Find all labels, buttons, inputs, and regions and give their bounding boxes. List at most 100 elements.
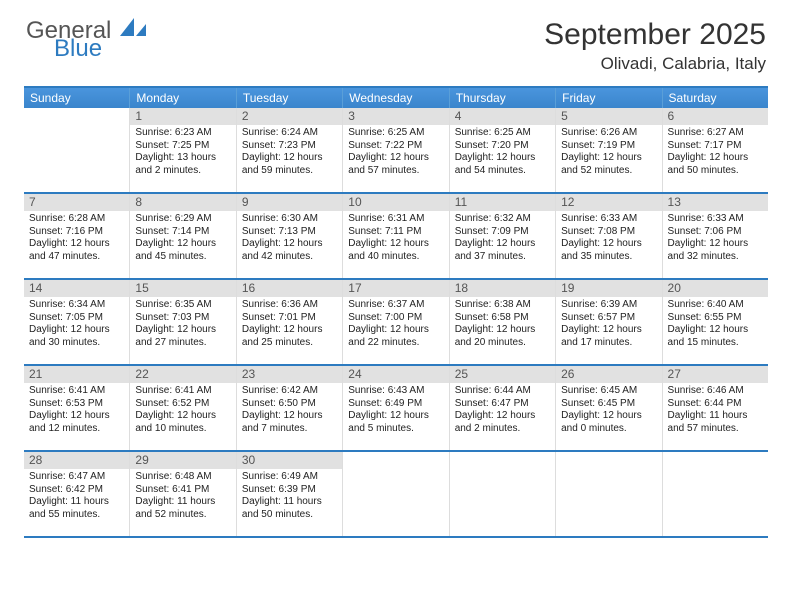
logo-text-blue: Blue (54, 37, 146, 61)
day-number: 12 (556, 194, 661, 211)
sunset-text: Sunset: 6:45 PM (561, 398, 656, 411)
sunrise-text: Sunrise: 6:37 AM (348, 299, 443, 312)
day-body: Sunrise: 6:43 AMSunset: 6:49 PMDaylight:… (343, 383, 448, 439)
daylight-text: and 7 minutes. (242, 423, 337, 436)
sunrise-text: Sunrise: 6:42 AM (242, 385, 337, 398)
sunset-text: Sunset: 7:09 PM (455, 226, 550, 239)
day-cell: 30Sunrise: 6:49 AMSunset: 6:39 PMDayligh… (237, 452, 343, 536)
day-cell: 15Sunrise: 6:35 AMSunset: 7:03 PMDayligh… (130, 280, 236, 364)
daylight-text: Daylight: 12 hours (242, 238, 337, 251)
daylight-text: and 37 minutes. (455, 251, 550, 264)
day-number: 24 (343, 366, 448, 383)
daylight-text: and 25 minutes. (242, 337, 337, 350)
daylight-text: and 15 minutes. (668, 337, 763, 350)
sunset-text: Sunset: 7:20 PM (455, 140, 550, 153)
daylight-text: Daylight: 12 hours (561, 152, 656, 165)
day-number: 15 (130, 280, 235, 297)
day-cell: 12Sunrise: 6:33 AMSunset: 7:08 PMDayligh… (556, 194, 662, 278)
day-cell: 29Sunrise: 6:48 AMSunset: 6:41 PMDayligh… (130, 452, 236, 536)
day-number: 21 (24, 366, 129, 383)
daylight-text: Daylight: 12 hours (348, 324, 443, 337)
sunset-text: Sunset: 6:47 PM (455, 398, 550, 411)
day-cell: 4Sunrise: 6:25 AMSunset: 7:20 PMDaylight… (450, 108, 556, 192)
sunrise-text: Sunrise: 6:35 AM (135, 299, 230, 312)
day-number: 4 (450, 108, 555, 125)
week-row: 14Sunrise: 6:34 AMSunset: 7:05 PMDayligh… (24, 280, 768, 366)
daylight-text: and 54 minutes. (455, 165, 550, 178)
day-body: Sunrise: 6:32 AMSunset: 7:09 PMDaylight:… (450, 211, 555, 267)
days-of-week-row: Sunday Monday Tuesday Wednesday Thursday… (24, 88, 768, 108)
daylight-text: Daylight: 12 hours (242, 410, 337, 423)
daylight-text: and 10 minutes. (135, 423, 230, 436)
day-number: 8 (130, 194, 235, 211)
daylight-text: and 17 minutes. (561, 337, 656, 350)
sunrise-text: Sunrise: 6:25 AM (348, 127, 443, 140)
daylight-text: Daylight: 11 hours (135, 496, 230, 509)
sunset-text: Sunset: 6:42 PM (29, 484, 124, 497)
sunrise-text: Sunrise: 6:32 AM (455, 213, 550, 226)
day-number: 7 (24, 194, 129, 211)
sunrise-text: Sunrise: 6:26 AM (561, 127, 656, 140)
dow-friday: Friday (556, 88, 662, 108)
daylight-text: Daylight: 12 hours (135, 324, 230, 337)
day-number: 9 (237, 194, 342, 211)
day-number: 1 (130, 108, 235, 125)
day-cell: 10Sunrise: 6:31 AMSunset: 7:11 PMDayligh… (343, 194, 449, 278)
sunset-text: Sunset: 7:00 PM (348, 312, 443, 325)
day-cell: 3Sunrise: 6:25 AMSunset: 7:22 PMDaylight… (343, 108, 449, 192)
day-cell: 1Sunrise: 6:23 AMSunset: 7:25 PMDaylight… (130, 108, 236, 192)
sunrise-text: Sunrise: 6:45 AM (561, 385, 656, 398)
day-cell: 13Sunrise: 6:33 AMSunset: 7:06 PMDayligh… (663, 194, 768, 278)
daylight-text: and 32 minutes. (668, 251, 763, 264)
day-body: Sunrise: 6:34 AMSunset: 7:05 PMDaylight:… (24, 297, 129, 353)
sunrise-text: Sunrise: 6:38 AM (455, 299, 550, 312)
day-body: Sunrise: 6:29 AMSunset: 7:14 PMDaylight:… (130, 211, 235, 267)
day-body: Sunrise: 6:23 AMSunset: 7:25 PMDaylight:… (130, 125, 235, 181)
day-body (343, 469, 448, 475)
sunset-text: Sunset: 7:06 PM (668, 226, 763, 239)
day-cell: 2Sunrise: 6:24 AMSunset: 7:23 PMDaylight… (237, 108, 343, 192)
day-number: 10 (343, 194, 448, 211)
day-cell: 22Sunrise: 6:41 AMSunset: 6:52 PMDayligh… (130, 366, 236, 450)
day-number: 5 (556, 108, 661, 125)
day-number (663, 452, 768, 469)
location: Olivadi, Calabria, Italy (544, 54, 766, 74)
daylight-text: Daylight: 12 hours (668, 238, 763, 251)
daylight-text: Daylight: 12 hours (455, 152, 550, 165)
day-body: Sunrise: 6:36 AMSunset: 7:01 PMDaylight:… (237, 297, 342, 353)
daylight-text: Daylight: 12 hours (242, 324, 337, 337)
day-body: Sunrise: 6:33 AMSunset: 7:08 PMDaylight:… (556, 211, 661, 267)
sunrise-text: Sunrise: 6:40 AM (668, 299, 763, 312)
daylight-text: and 12 minutes. (29, 423, 124, 436)
day-number: 13 (663, 194, 768, 211)
day-body (556, 469, 661, 475)
daylight-text: Daylight: 12 hours (135, 238, 230, 251)
daylight-text: and 55 minutes. (29, 509, 124, 522)
daylight-text: and 40 minutes. (348, 251, 443, 264)
sunset-text: Sunset: 6:55 PM (668, 312, 763, 325)
day-cell: 27Sunrise: 6:46 AMSunset: 6:44 PMDayligh… (663, 366, 768, 450)
day-number: 29 (130, 452, 235, 469)
sunset-text: Sunset: 6:57 PM (561, 312, 656, 325)
dow-sunday: Sunday (24, 88, 130, 108)
sunrise-text: Sunrise: 6:36 AM (242, 299, 337, 312)
day-cell: 9 Sunrise: 6:30 AMSunset: 7:13 PMDaylight… (237, 194, 343, 278)
dow-tuesday: Tuesday (237, 88, 343, 108)
day-body: Sunrise: 6:46 AMSunset: 6:44 PMDaylight:… (663, 383, 768, 439)
day-cell: 5Sunrise: 6:26 AMSunset: 7:19 PMDaylight… (556, 108, 662, 192)
day-number: 28 (24, 452, 129, 469)
daylight-text: Daylight: 11 hours (29, 496, 124, 509)
day-number: 3 (343, 108, 448, 125)
daylight-text: and 57 minutes. (668, 423, 763, 436)
day-body: Sunrise: 6:38 AMSunset: 6:58 PMDaylight:… (450, 297, 555, 353)
sunrise-text: Sunrise: 6:43 AM (348, 385, 443, 398)
day-body: Sunrise: 6:28 AMSunset: 7:16 PMDaylight:… (24, 211, 129, 267)
daylight-text: and 22 minutes. (348, 337, 443, 350)
header: General Blue September 2025 Olivadi, Cal… (0, 0, 792, 80)
day-cell: 18Sunrise: 6:38 AMSunset: 6:58 PMDayligh… (450, 280, 556, 364)
week-row: 1Sunrise: 6:23 AMSunset: 7:25 PMDaylight… (24, 108, 768, 194)
sunset-text: Sunset: 7:13 PM (242, 226, 337, 239)
daylight-text: and 2 minutes. (455, 423, 550, 436)
sunrise-text: Sunrise: 6:30 AM (242, 213, 337, 226)
sunset-text: Sunset: 6:58 PM (455, 312, 550, 325)
